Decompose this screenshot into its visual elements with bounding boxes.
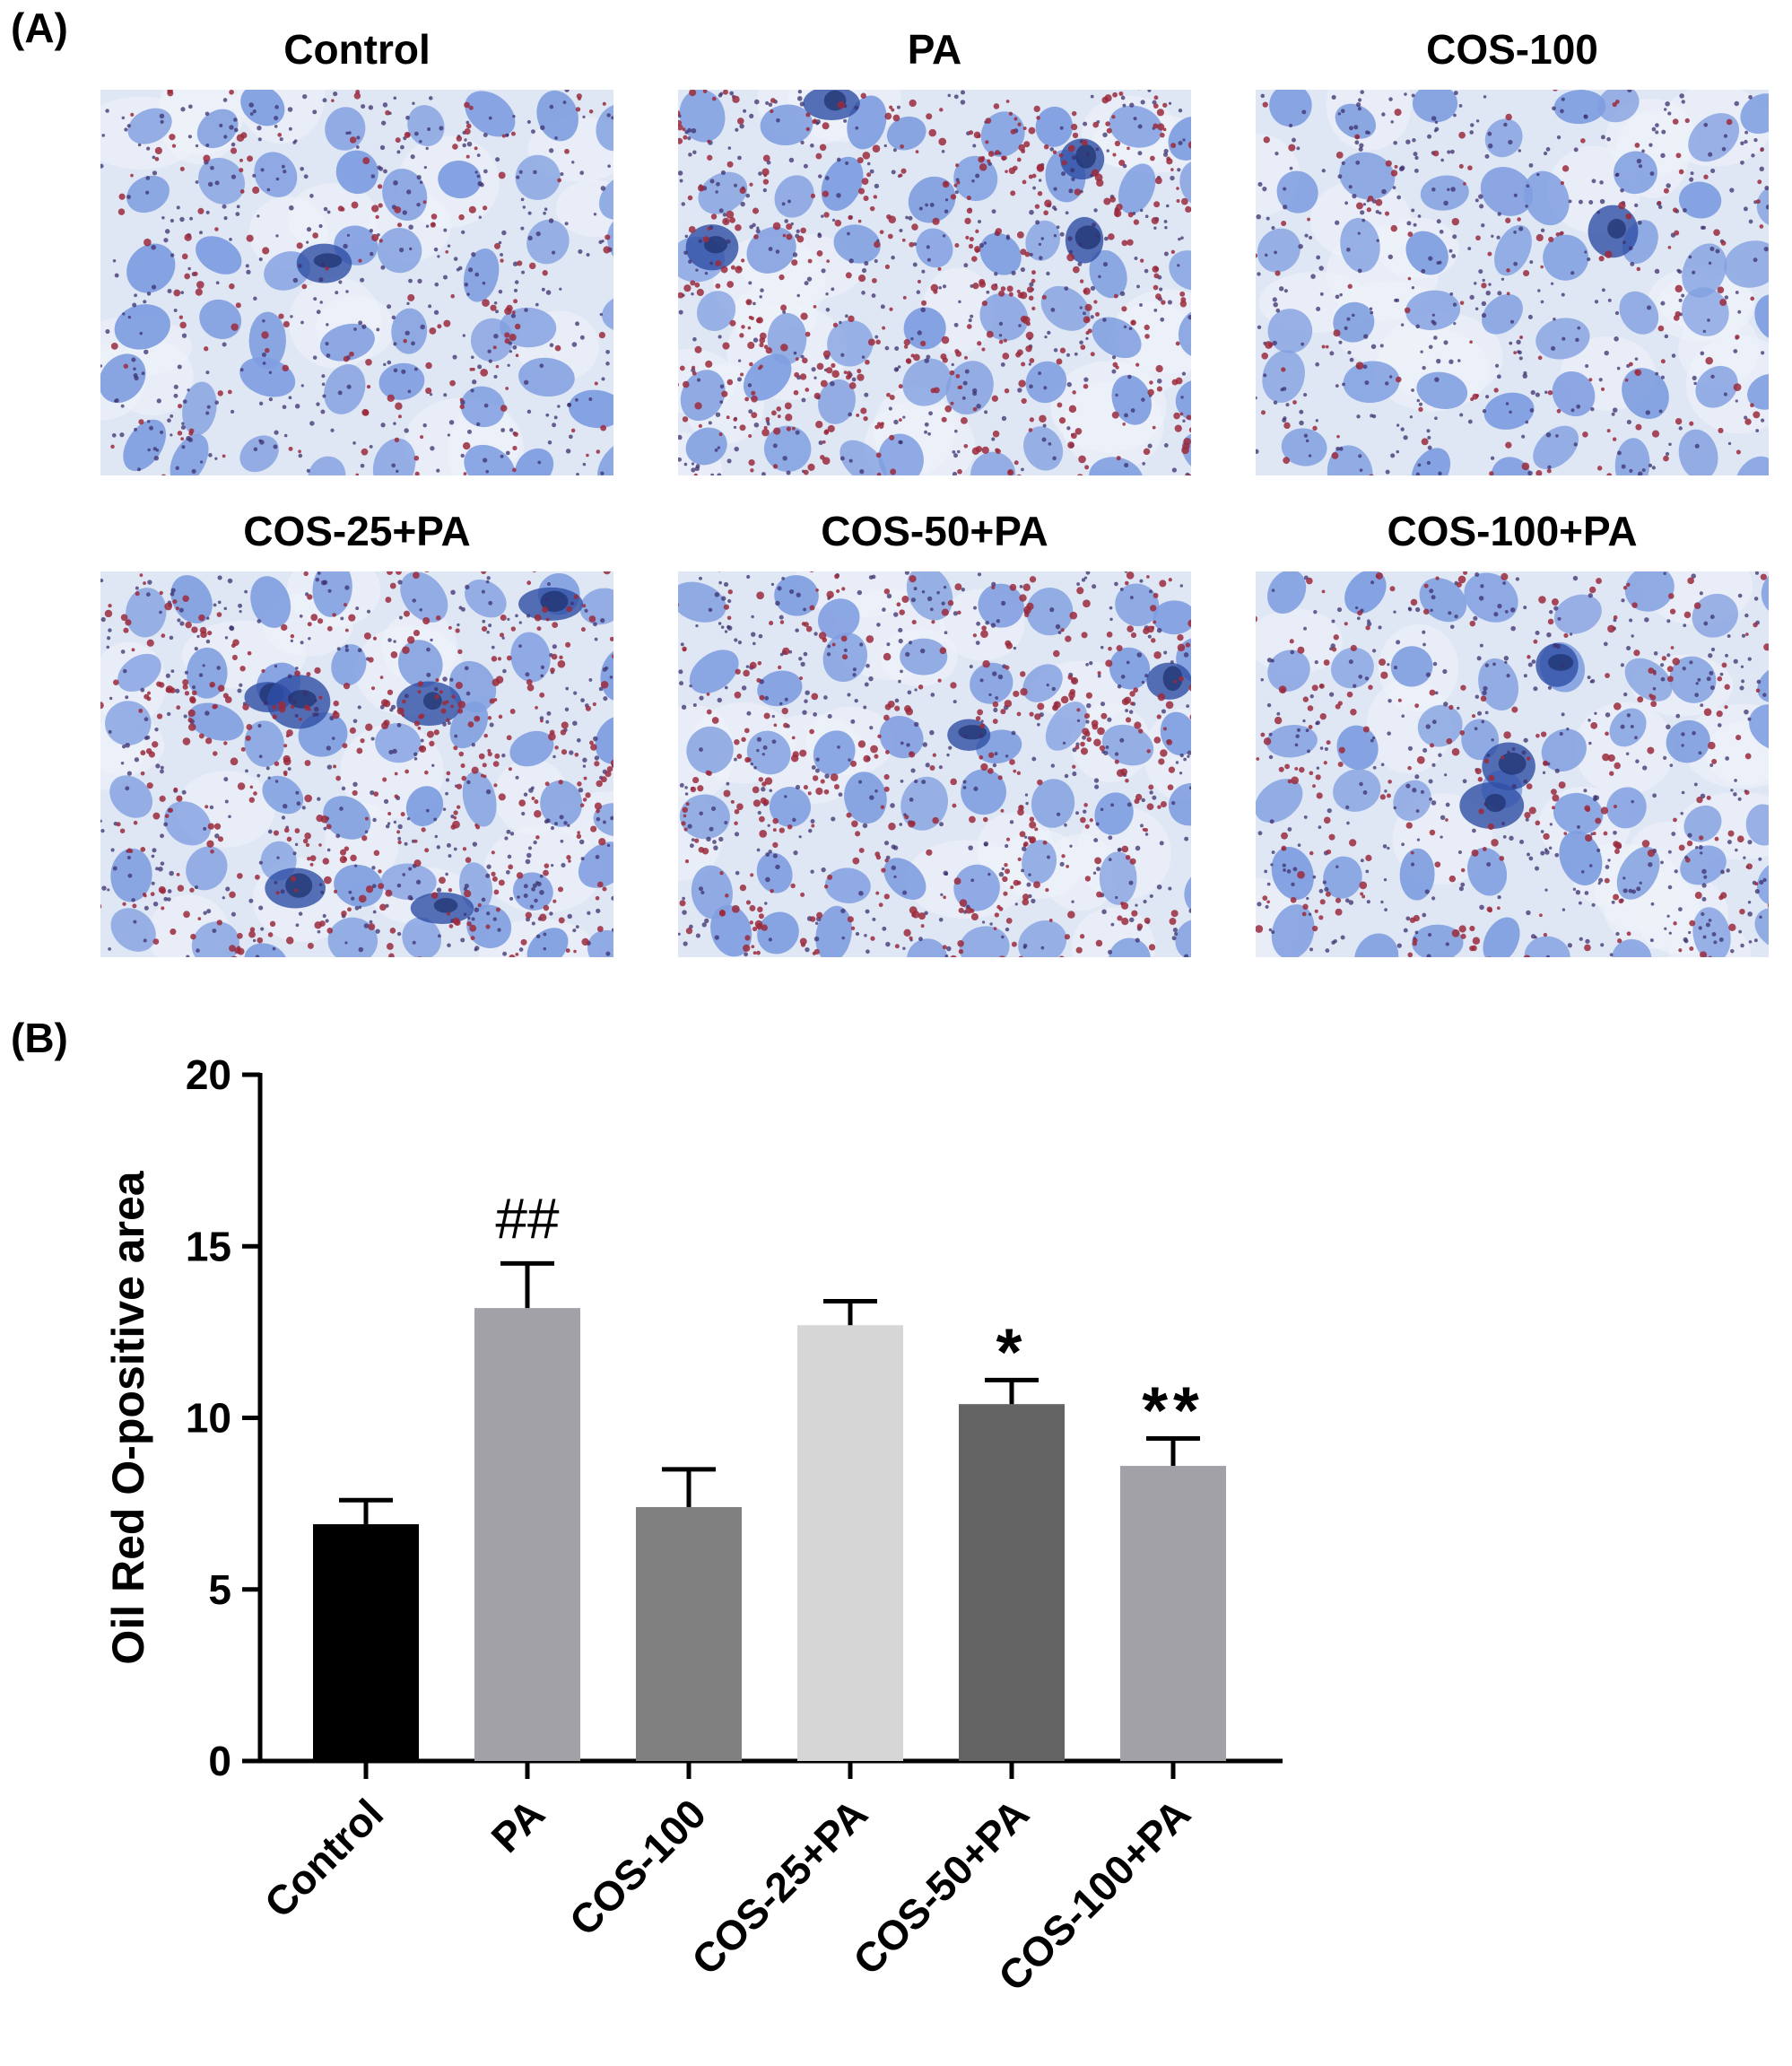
y-axis-label: Oil Red O-positive area [103, 1170, 153, 1664]
micrograph-cos-100 [1256, 90, 1769, 475]
bar [797, 1325, 903, 1761]
panel-a-label: (A) [11, 4, 68, 51]
y-tick-label: 0 [208, 1738, 231, 1784]
micrograph-cos-50-pa [678, 571, 1191, 957]
image-title-control: Control [283, 26, 431, 73]
significance-annotation: ## [495, 1186, 560, 1251]
bar [959, 1404, 1065, 1761]
micrograph-art [100, 571, 613, 957]
x-tick-label: PA [483, 1790, 554, 1861]
bar [1120, 1466, 1226, 1761]
y-tick-label: 5 [208, 1566, 231, 1613]
micrograph-cos-25-pa [100, 571, 613, 957]
x-tick-label: Control [256, 1790, 392, 1926]
image-title-cos-25-pa: COS-25+PA [243, 508, 471, 554]
x-tick-label: COS-100 [561, 1790, 715, 1944]
image-title-cos-50-pa: COS-50+PA [821, 508, 1048, 554]
significance-annotation: ** [1142, 1373, 1205, 1447]
y-tick-label: 20 [186, 1051, 231, 1098]
y-tick-label: 10 [186, 1395, 231, 1442]
micrograph-art [678, 571, 1191, 957]
micrograph-control [100, 90, 613, 475]
image-title-pa: PA [907, 26, 962, 73]
bar [474, 1308, 580, 1761]
micrograph-art [1256, 90, 1769, 475]
bar [636, 1506, 742, 1761]
micrograph-art [678, 90, 1191, 475]
image-title-cos-100: COS-100 [1426, 26, 1598, 73]
significance-annotation: * [996, 1314, 1028, 1389]
micrograph-art [100, 90, 613, 475]
micrograph-cos-100-pa [1256, 571, 1769, 957]
image-title-cos-100-pa: COS-100+PA [1387, 508, 1638, 554]
micrograph-pa [678, 90, 1191, 475]
panel-b-label: (B) [11, 1015, 68, 1061]
bar [313, 1524, 419, 1761]
micrograph-art [1256, 571, 1769, 957]
bar-chart: 0 5 10 15 20 Oil Red O-positive area Control ##… [103, 1051, 1283, 2000]
y-tick-label: 15 [186, 1223, 231, 1269]
